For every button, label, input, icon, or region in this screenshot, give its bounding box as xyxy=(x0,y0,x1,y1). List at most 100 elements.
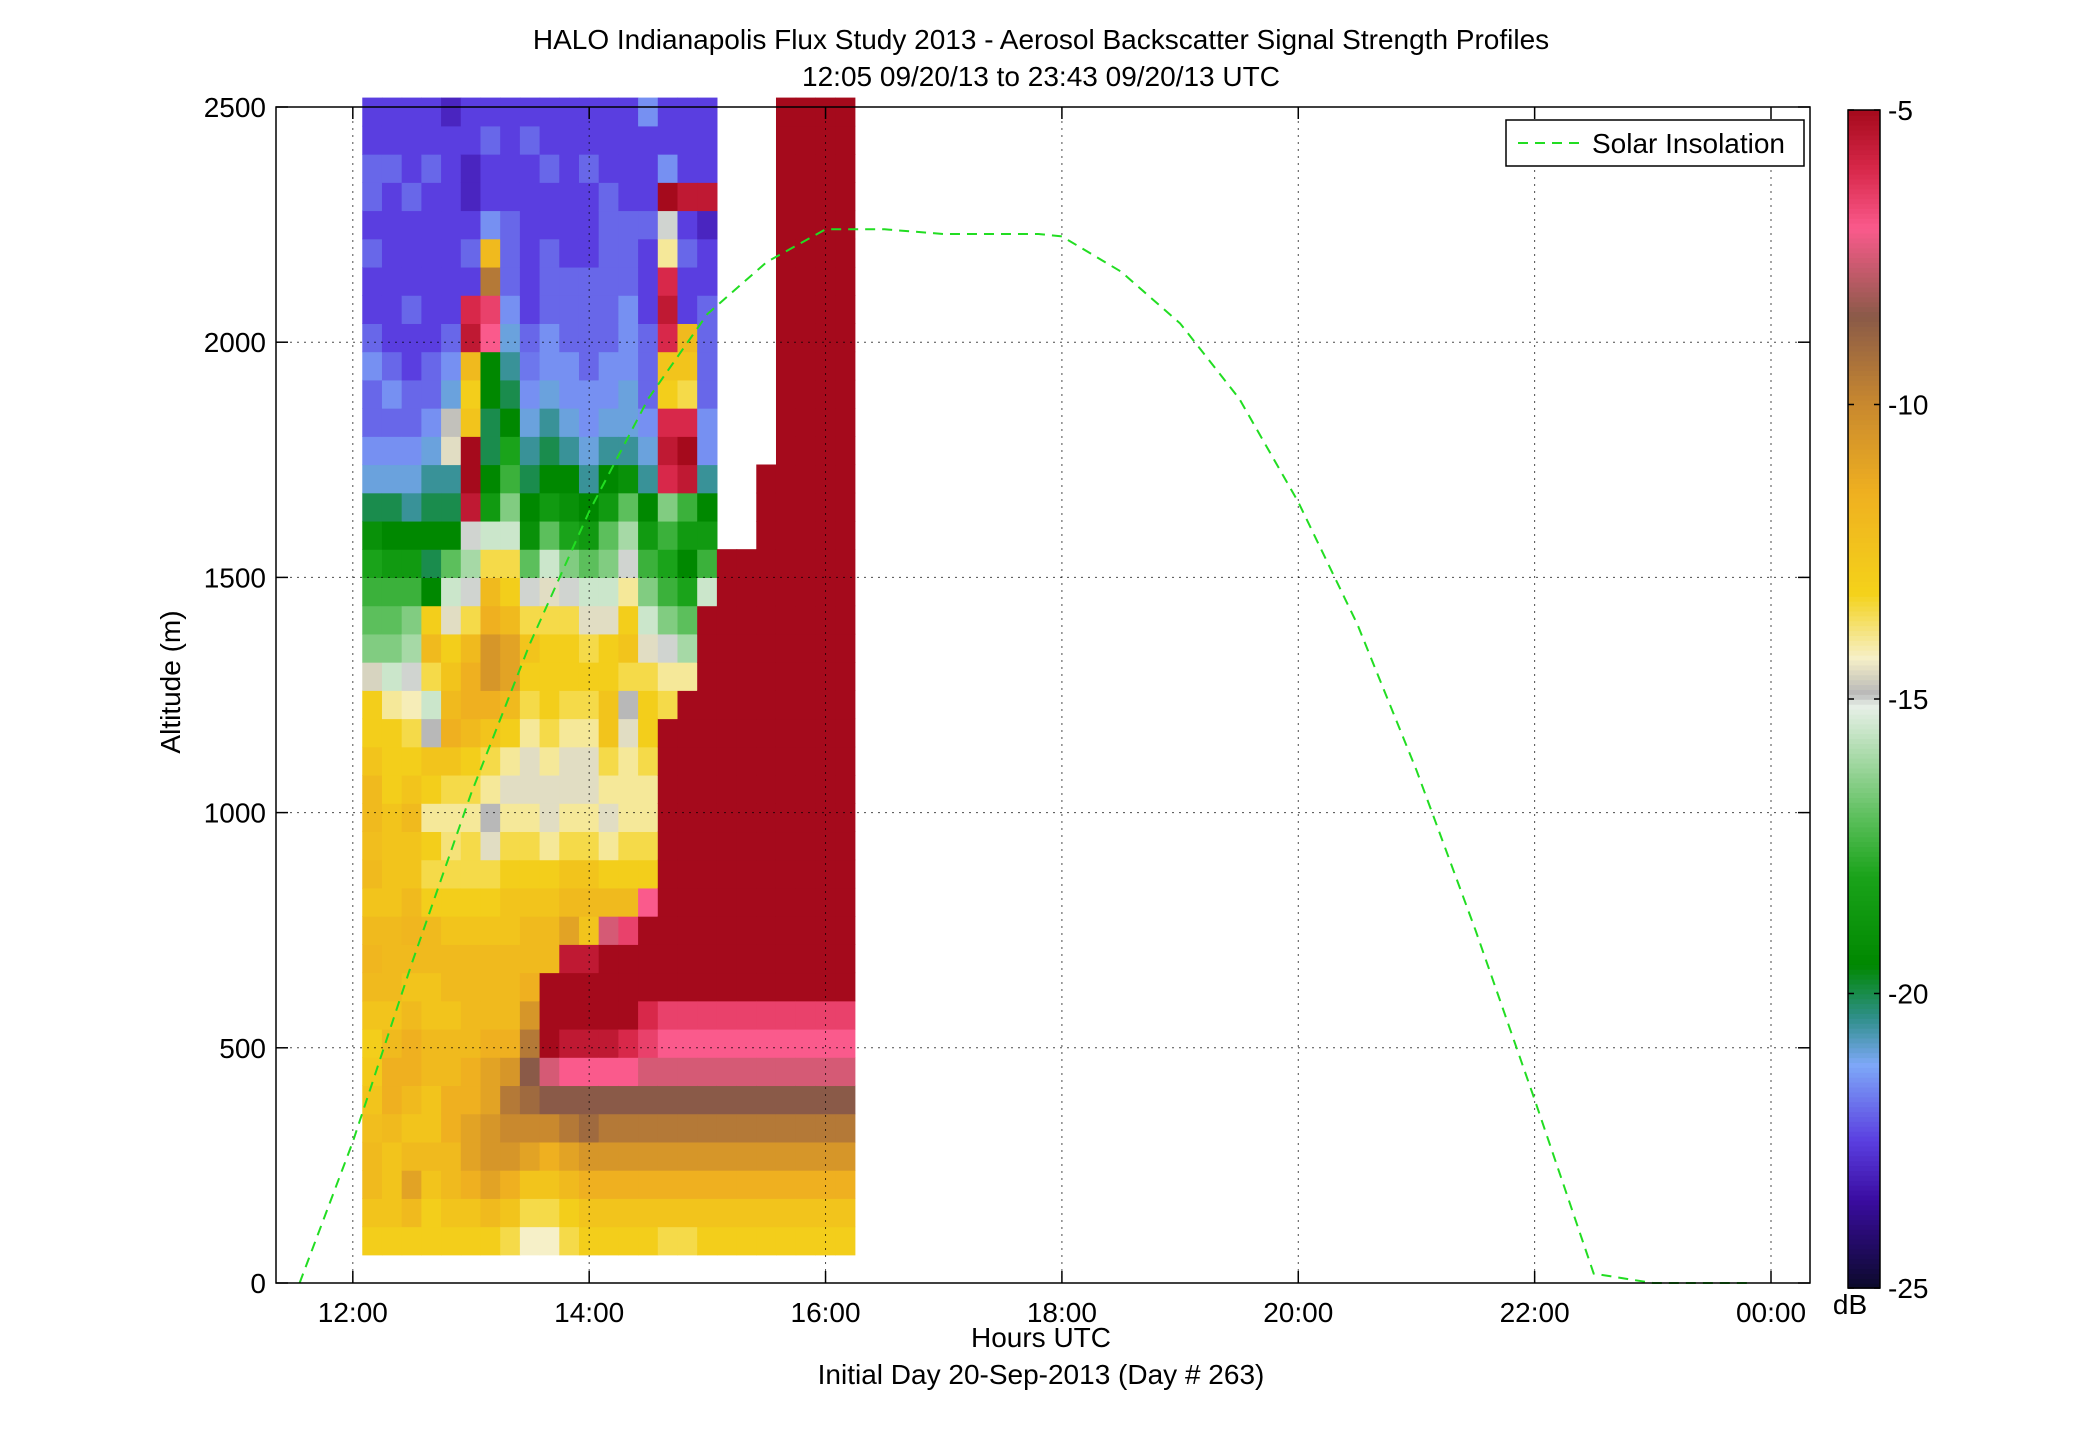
colorbar-segment xyxy=(1848,777,1880,784)
heatmap-cell xyxy=(421,492,442,522)
heatmap-cell xyxy=(638,238,659,268)
heatmap-cell xyxy=(381,464,403,494)
heatmap-cell xyxy=(697,577,718,607)
heatmap-cell xyxy=(421,633,442,663)
heatmap-cell xyxy=(618,831,639,861)
heatmap-cell xyxy=(460,746,482,776)
colorbar-segment xyxy=(1848,414,1880,421)
heatmap-cell xyxy=(795,746,816,776)
colorbar-segment xyxy=(1848,875,1880,882)
heatmap-cell xyxy=(559,464,580,494)
heatmap-cell xyxy=(835,154,856,183)
heatmap-cell xyxy=(638,1085,659,1115)
heatmap-cell xyxy=(815,746,836,776)
heatmap-cell xyxy=(500,831,521,861)
heatmap-cell xyxy=(441,1226,462,1256)
x-tick-label: 12:00 xyxy=(318,1297,388,1328)
colorbar-segment xyxy=(1848,330,1880,337)
heatmap-cell xyxy=(795,859,816,889)
heatmap-cell xyxy=(657,266,679,296)
heatmap-cell xyxy=(519,520,541,550)
heatmap-cell xyxy=(381,125,403,155)
heatmap-cell xyxy=(362,944,383,974)
heatmap-cell xyxy=(441,323,462,353)
colorbar-segment xyxy=(1848,890,1880,897)
heatmap-cell xyxy=(835,238,856,268)
heatmap-cell xyxy=(401,718,422,748)
heatmap-cell xyxy=(598,887,619,917)
colorbar-segment xyxy=(1848,321,1880,327)
heatmap-cell xyxy=(716,831,738,861)
heatmap-cell xyxy=(618,295,639,324)
heatmap-cell xyxy=(460,1057,482,1087)
heatmap-cell xyxy=(736,916,757,945)
heatmap-cell xyxy=(519,803,541,833)
heatmap-cell xyxy=(598,1141,619,1171)
heatmap-cell xyxy=(460,351,482,381)
y-tick-label: 2500 xyxy=(204,92,266,123)
colorbar-segment xyxy=(1848,949,1880,956)
heatmap-cell xyxy=(815,1113,836,1143)
heatmap-cell xyxy=(835,210,856,240)
heatmap-cell xyxy=(381,154,403,183)
heatmap-cell xyxy=(421,436,442,466)
heatmap-cell xyxy=(657,774,679,804)
heatmap-cell xyxy=(677,972,698,1002)
heatmap-cell xyxy=(756,1057,777,1087)
heatmap-cell xyxy=(835,803,856,833)
colorbar-segment xyxy=(1848,757,1880,764)
heatmap-cell xyxy=(697,1170,718,1199)
heatmap-cell xyxy=(795,1226,816,1256)
heatmap-cell xyxy=(578,238,600,268)
heatmap-cell xyxy=(381,379,403,409)
heatmap-cell xyxy=(598,916,619,945)
heatmap-cell xyxy=(835,746,856,776)
colorbar-segment xyxy=(1848,188,1880,195)
colorbar-segment xyxy=(1848,561,1880,568)
colorbar-segment xyxy=(1848,1121,1880,1127)
heatmap-cell xyxy=(539,633,560,663)
heatmap-cell xyxy=(578,1000,600,1030)
heatmap-cell xyxy=(362,859,383,889)
heatmap-cell xyxy=(697,1226,718,1256)
heatmap-cell xyxy=(578,605,600,635)
heatmap-cell xyxy=(756,774,777,804)
heatmap-cell xyxy=(500,1028,521,1058)
heatmap-cell xyxy=(401,1085,422,1115)
heatmap-cell xyxy=(835,577,856,607)
heatmap-cell xyxy=(362,1028,383,1058)
colorbar-segment xyxy=(1848,689,1880,695)
heatmap-cell xyxy=(460,154,482,183)
heatmap-cell xyxy=(618,859,639,889)
heatmap-cell xyxy=(519,210,541,240)
heatmap-cell xyxy=(519,1198,541,1228)
colorbar-segment xyxy=(1848,119,1880,126)
heatmap-cell xyxy=(559,323,580,353)
heatmap-cell xyxy=(716,859,738,889)
heatmap-cell xyxy=(559,746,580,776)
colorbar-segment xyxy=(1848,512,1880,519)
heatmap-cell xyxy=(559,803,580,833)
heatmap-cell xyxy=(578,746,600,776)
heatmap-cell xyxy=(460,718,482,748)
heatmap-cell xyxy=(657,464,679,494)
colorbar-segment xyxy=(1848,752,1880,759)
heatmap-cell xyxy=(736,1198,757,1228)
heatmap-cell xyxy=(815,859,836,889)
colorbar-segment xyxy=(1848,699,1880,705)
heatmap-cell xyxy=(795,944,816,974)
colorbar-segment xyxy=(1848,433,1880,440)
colorbar-segment xyxy=(1848,1194,1880,1201)
heatmap-cell xyxy=(677,464,698,494)
heatmap-cell xyxy=(638,492,659,522)
heatmap-cell xyxy=(421,1113,442,1143)
heatmap-cell xyxy=(421,803,442,833)
heatmap-cell xyxy=(441,831,462,861)
heatmap-cell xyxy=(539,774,560,804)
heatmap-cell xyxy=(539,295,560,324)
colorbar-segment xyxy=(1848,664,1880,671)
colorbar-segment xyxy=(1848,595,1880,602)
heatmap-cell xyxy=(421,210,442,240)
heatmap-cell xyxy=(677,605,698,635)
heatmap-cell xyxy=(539,379,560,409)
